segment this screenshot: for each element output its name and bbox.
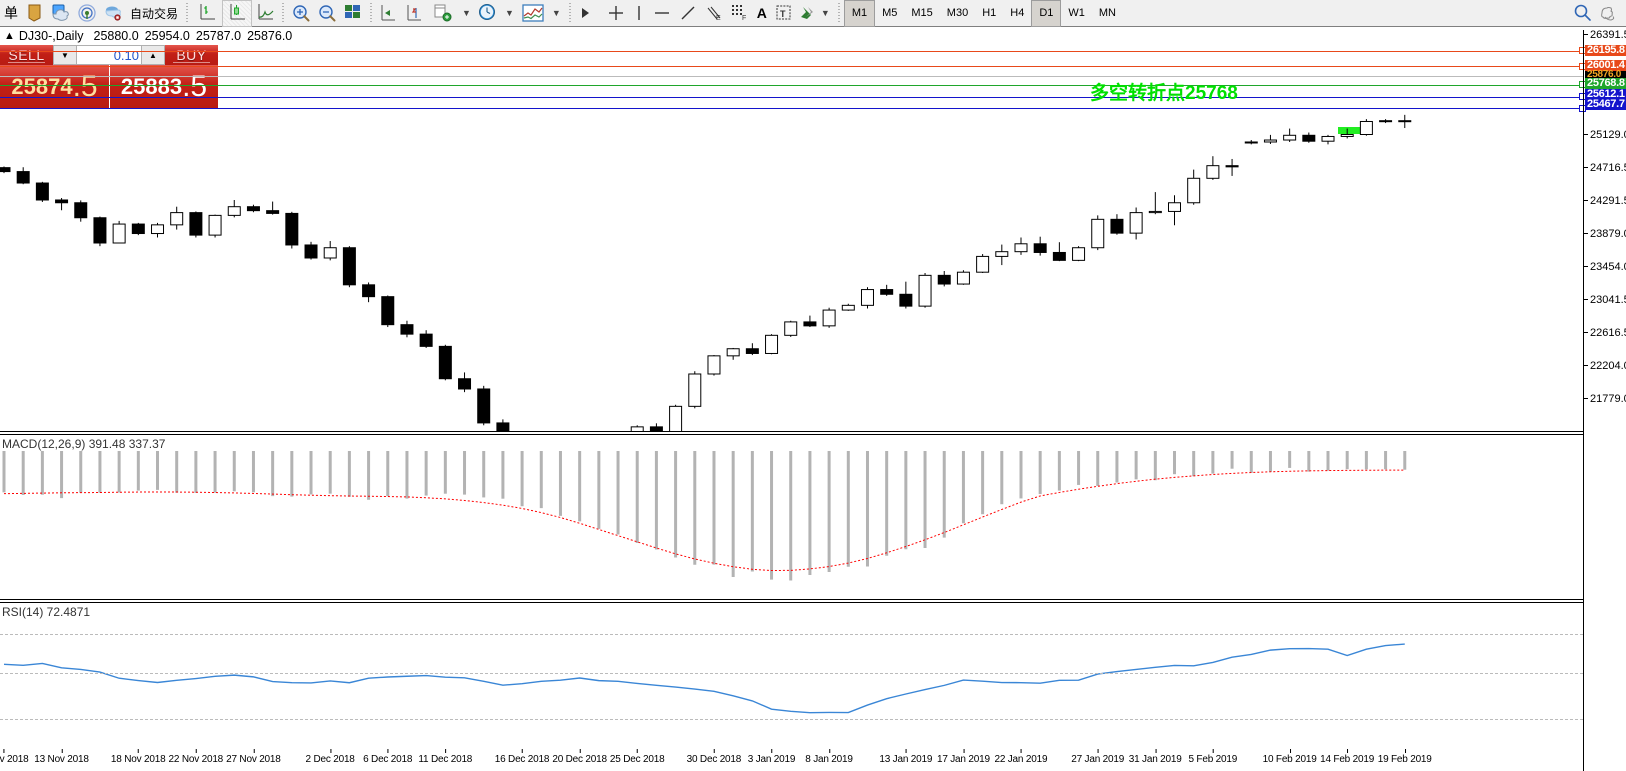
svg-text:T: T bbox=[780, 9, 786, 19]
svg-text:F: F bbox=[742, 15, 746, 22]
svg-text:E: E bbox=[716, 15, 721, 22]
